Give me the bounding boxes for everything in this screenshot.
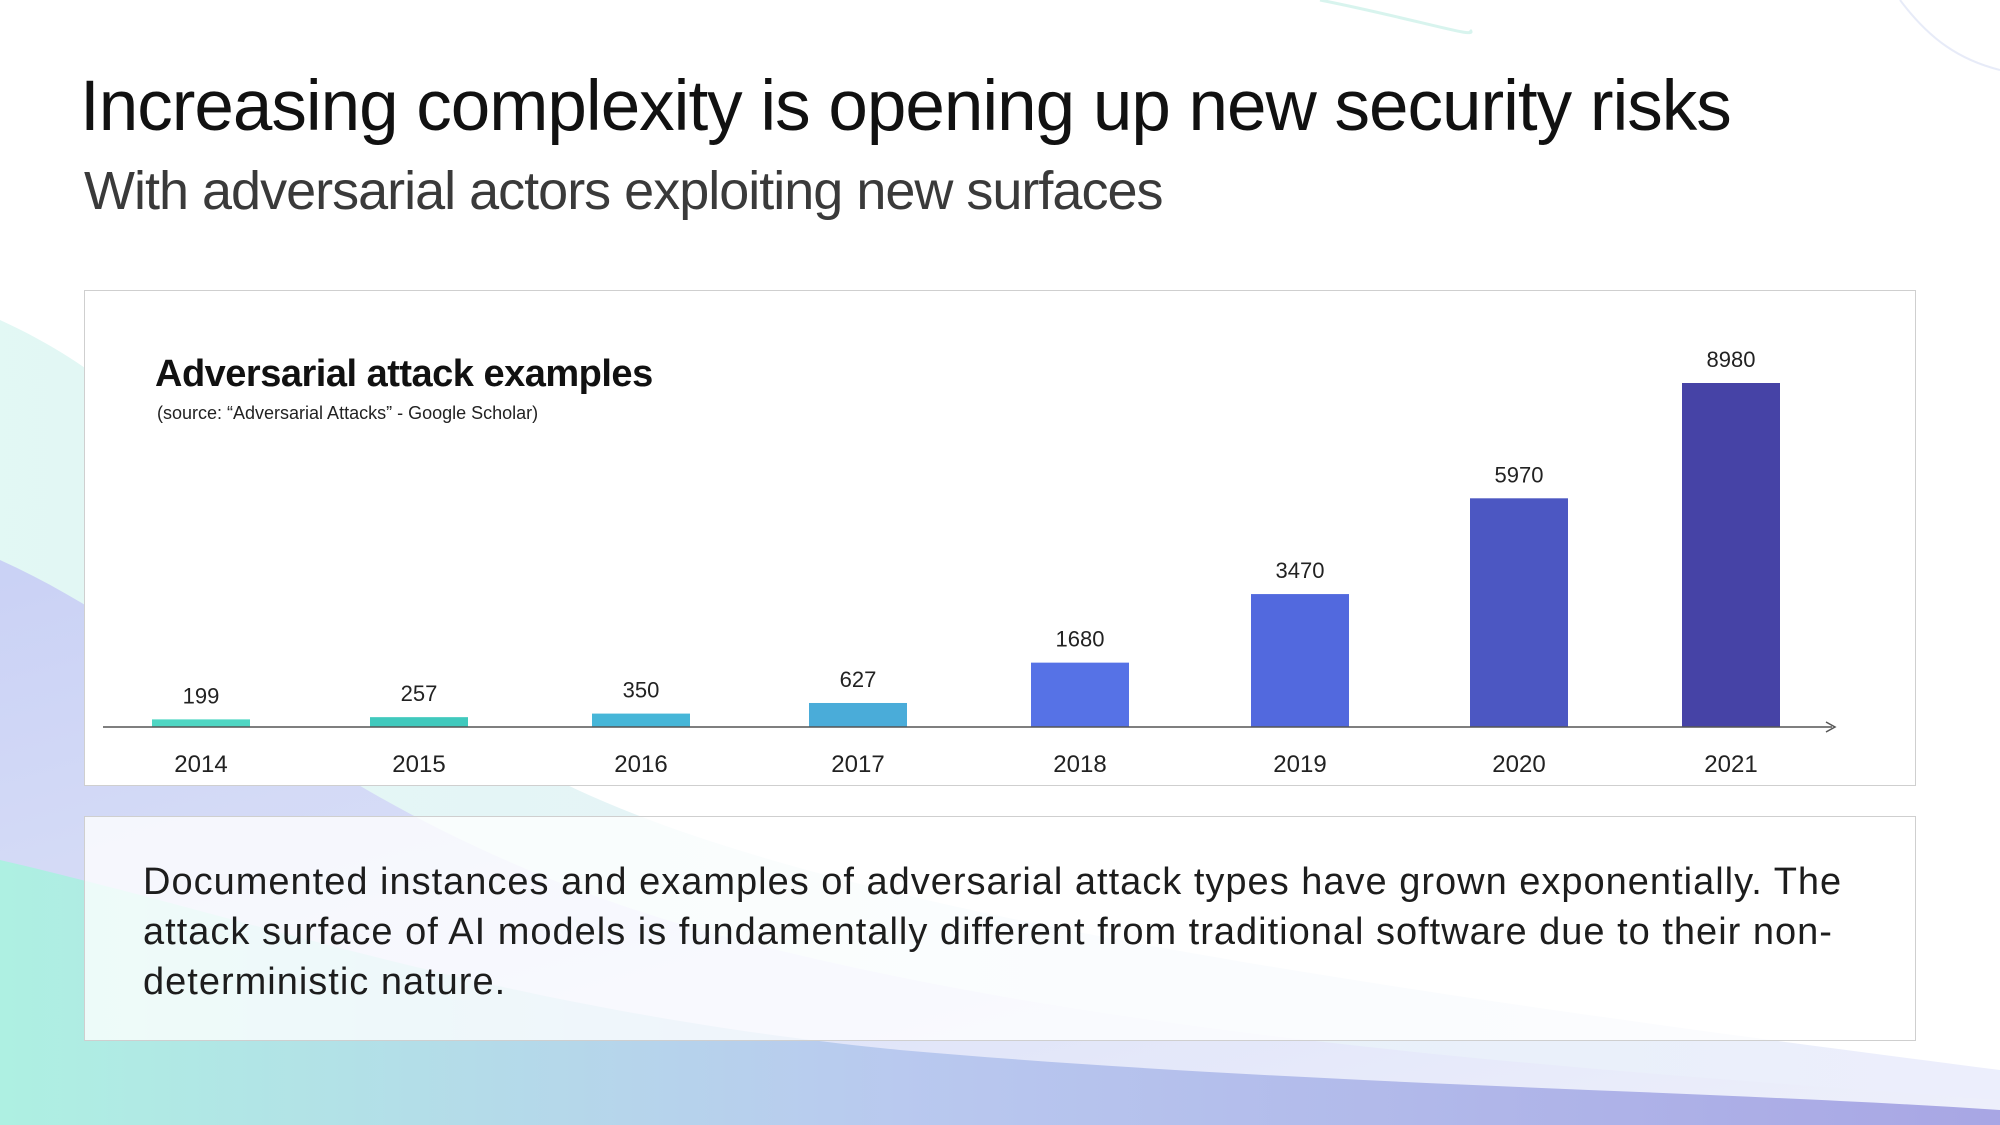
data-label-2016: 350 — [623, 678, 660, 703]
chart-source: (source: “Adversarial Attacks” - Google … — [157, 403, 539, 423]
bar-2019 — [1251, 594, 1349, 727]
data-label-2014: 199 — [183, 683, 220, 708]
data-label-2017: 627 — [840, 667, 877, 692]
x-tick-label-2014: 2014 — [174, 751, 227, 778]
bar-2014 — [152, 719, 250, 727]
data-label-2018: 1680 — [1056, 627, 1105, 652]
x-tick-label-2015: 2015 — [392, 751, 445, 778]
slide-title: Increasing complexity is opening up new … — [80, 67, 1732, 146]
chart-title: Adversarial attack examples — [155, 353, 653, 395]
data-label-2015: 257 — [401, 681, 438, 706]
x-axis-arrow-icon — [1825, 721, 1837, 733]
x-tick-label-2021: 2021 — [1704, 751, 1757, 778]
chart-panel: 199 2014 257 2015 350 2016 627 2017 1680 2018 3470… — [84, 290, 1916, 786]
bar-2020 — [1470, 498, 1568, 727]
data-label-2020: 5970 — [1495, 462, 1544, 487]
x-tick-label-2016: 2016 — [614, 751, 667, 778]
data-label-2021: 8980 — [1707, 347, 1756, 372]
bar-chart: 199 2014 257 2015 350 2016 627 2017 1680 2018 3470… — [103, 347, 1837, 778]
bars-layer — [152, 383, 1780, 727]
bar-2015 — [370, 717, 468, 727]
x-tick-label-2018: 2018 — [1053, 751, 1106, 778]
x-tick-label-2017: 2017 — [831, 751, 884, 778]
summary-text: Documented instances and examples of adv… — [143, 861, 1843, 1003]
labels-layer: 199 2014 257 2015 350 2016 627 2017 1680 2018 3470… — [174, 347, 1757, 778]
summary-panel: Documented instances and examples of adv… — [84, 816, 1916, 1041]
data-label-2019: 3470 — [1276, 558, 1325, 583]
x-tick-label-2020: 2020 — [1492, 751, 1545, 778]
bar-2016 — [592, 713, 690, 727]
bar-2021 — [1682, 383, 1780, 727]
bar-2017 — [809, 702, 907, 727]
bar-2018 — [1031, 662, 1129, 727]
x-tick-label-2019: 2019 — [1273, 751, 1326, 778]
slide-subtitle: With adversarial actors exploiting new s… — [84, 161, 1163, 221]
